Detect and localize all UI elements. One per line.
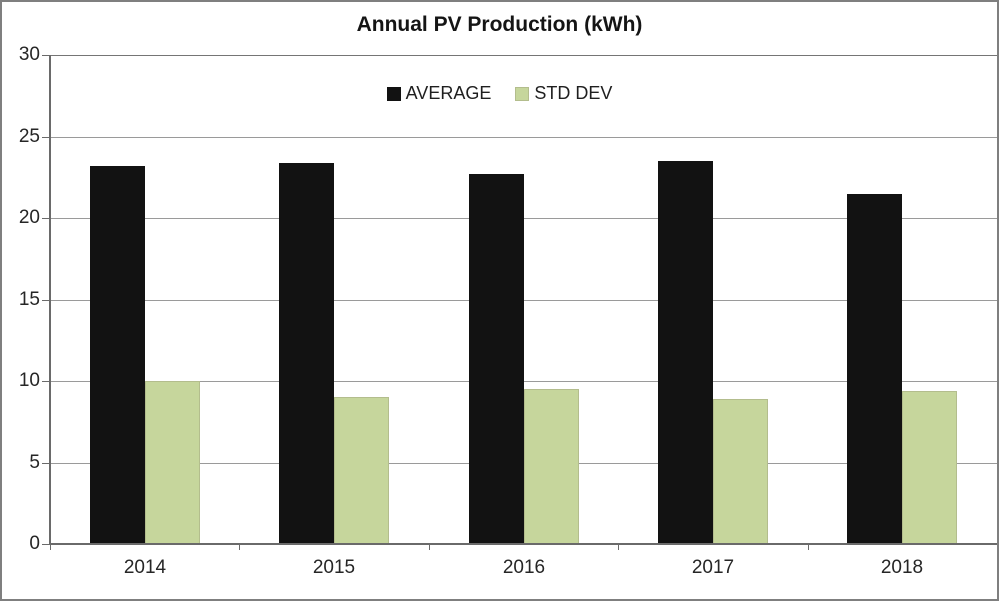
y-axis-tick-label: 10 [18,370,40,391]
y-axis-tick-label: 15 [18,288,40,310]
legend-label-stddev: STD DEV [534,83,613,103]
bar-average-2017 [658,161,713,544]
x-axis-label: 2014 [123,557,167,578]
bar-stddev-2016 [524,389,579,544]
x-axis-label: 2016 [502,557,546,578]
bar-average-2015 [279,163,334,544]
bar-stddev-2017 [713,399,768,544]
x-axis-tick [808,544,809,550]
x-axis-line [50,543,997,545]
y-axis-tick-label: 5 [29,451,40,473]
y-axis-tick [42,544,50,545]
legend-swatch-stddev-icon [515,86,530,101]
y-axis-tick-label: 25 [18,125,40,147]
y-axis-tick-label: 20 [18,207,40,228]
gridline [50,55,997,56]
gridline [50,136,997,138]
bar-average-2014 [90,166,145,544]
x-axis-tick [50,544,51,550]
x-axis-label: 2018 [880,557,924,578]
bar-stddev-2018 [902,391,957,544]
legend-swatch-average-icon [386,86,401,101]
legend-item-stddev: STD DEV [515,83,612,104]
x-axis-tick [239,544,240,550]
x-axis-label: 2017 [691,557,735,578]
bar-stddev-2015 [334,397,389,544]
chart-title: Annual PV Production (kWh) [356,13,643,36]
x-axis-tick [618,544,619,550]
y-axis-tick-label: 30 [18,44,40,65]
y-axis-tick [42,299,50,301]
y-axis-line [49,55,51,545]
y-axis-tick [42,381,50,382]
x-axis-tick [429,544,430,550]
legend-label-average: AVERAGE [405,83,492,103]
bar-average-2018 [847,194,902,544]
y-axis-tick [42,218,50,219]
x-axis-label: 2015 [312,557,356,578]
bar-stddev-2014 [145,381,200,544]
y-axis-tick [42,462,50,464]
y-axis-tick [42,136,50,138]
bar-average-2016 [469,174,524,544]
legend: AVERAGE STD DEV [2,83,997,104]
y-axis-tick-label: 0 [29,533,40,554]
legend-item-average: AVERAGE [386,83,492,104]
x-axis-tick [997,544,998,550]
y-axis-tick [42,55,50,56]
